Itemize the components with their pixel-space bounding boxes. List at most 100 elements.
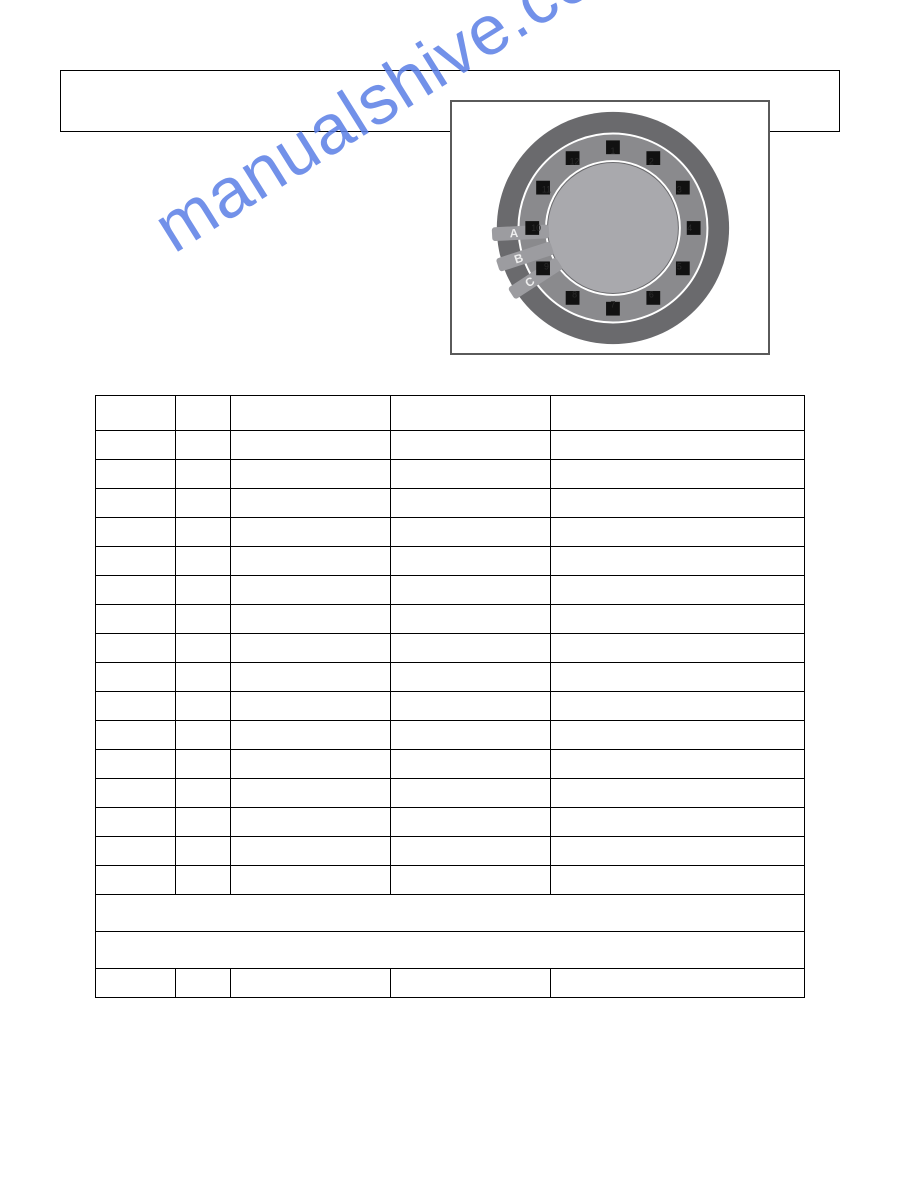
table-cell bbox=[551, 663, 805, 692]
table-cell bbox=[551, 692, 805, 721]
table-cell bbox=[231, 692, 391, 721]
table-cell bbox=[391, 808, 551, 837]
table-row bbox=[96, 866, 805, 895]
table-cell bbox=[231, 750, 391, 779]
table-cell bbox=[391, 779, 551, 808]
table-cell bbox=[391, 605, 551, 634]
table-cell bbox=[176, 692, 231, 721]
table-full-row bbox=[96, 932, 805, 969]
table-cell bbox=[391, 576, 551, 605]
table-full-cell bbox=[96, 895, 805, 932]
table-cell bbox=[391, 634, 551, 663]
dial-face bbox=[548, 163, 678, 293]
table-cell bbox=[391, 692, 551, 721]
table-cell bbox=[96, 518, 176, 547]
table-cell bbox=[176, 605, 231, 634]
table-cell bbox=[96, 808, 176, 837]
table-cell bbox=[176, 837, 231, 866]
table-cell bbox=[96, 431, 176, 460]
table-cell bbox=[96, 692, 176, 721]
table-cell bbox=[391, 837, 551, 866]
table-cell bbox=[96, 969, 176, 998]
dial-marker-label: 9 bbox=[544, 261, 549, 271]
table-row bbox=[96, 489, 805, 518]
table-cell bbox=[551, 576, 805, 605]
dial-marker-label: 5 bbox=[677, 261, 682, 271]
dial-marker-label: 4 bbox=[687, 223, 692, 233]
table-cell bbox=[391, 460, 551, 489]
table-cell bbox=[231, 634, 391, 663]
table-row bbox=[96, 692, 805, 721]
table-cell bbox=[96, 866, 176, 895]
dial-marker-label: 7 bbox=[610, 300, 615, 310]
table-cell bbox=[391, 866, 551, 895]
table-cell bbox=[551, 547, 805, 576]
table-cell bbox=[96, 779, 176, 808]
table-header-row bbox=[96, 396, 805, 431]
table-cell bbox=[176, 547, 231, 576]
th-3 bbox=[391, 396, 551, 431]
th-0 bbox=[96, 396, 176, 431]
table-cell bbox=[551, 634, 805, 663]
table-cell bbox=[551, 779, 805, 808]
table-full-cell bbox=[96, 932, 805, 969]
table-cell bbox=[176, 634, 231, 663]
table-row bbox=[96, 547, 805, 576]
table-cell bbox=[96, 837, 176, 866]
table-row bbox=[96, 969, 805, 998]
table-full-row bbox=[96, 895, 805, 932]
table-cell bbox=[176, 431, 231, 460]
table-cell bbox=[551, 518, 805, 547]
table-row bbox=[96, 605, 805, 634]
table-cell bbox=[551, 721, 805, 750]
table-cell bbox=[176, 779, 231, 808]
table-cell bbox=[391, 489, 551, 518]
table-cell bbox=[391, 969, 551, 998]
table-cell bbox=[96, 489, 176, 518]
table-cell bbox=[231, 547, 391, 576]
dial-marker-label: 2 bbox=[649, 157, 654, 167]
data-table bbox=[95, 395, 805, 998]
table-row bbox=[96, 837, 805, 866]
table-cell bbox=[96, 460, 176, 489]
dial-marker-label: 12 bbox=[570, 157, 580, 167]
th-1 bbox=[176, 396, 231, 431]
table-row bbox=[96, 576, 805, 605]
table-cell bbox=[176, 750, 231, 779]
table-cell bbox=[176, 866, 231, 895]
table-cell bbox=[551, 808, 805, 837]
table-cell bbox=[231, 431, 391, 460]
table-cell bbox=[231, 489, 391, 518]
table-cell bbox=[176, 808, 231, 837]
table-row bbox=[96, 663, 805, 692]
table-cell bbox=[391, 663, 551, 692]
table-cell bbox=[96, 576, 176, 605]
dial-marker-label: 11 bbox=[542, 185, 551, 195]
table-row bbox=[96, 518, 805, 547]
table-cell bbox=[176, 460, 231, 489]
data-table-wrap bbox=[95, 395, 805, 998]
table-cell bbox=[176, 721, 231, 750]
table-cell bbox=[551, 969, 805, 998]
table-cell bbox=[96, 721, 176, 750]
th-2 bbox=[231, 396, 391, 431]
table-cell bbox=[551, 866, 805, 895]
table-cell bbox=[551, 750, 805, 779]
table-row bbox=[96, 431, 805, 460]
table-cell bbox=[231, 808, 391, 837]
dial-marker-label: 10 bbox=[531, 223, 541, 233]
dial-svg: A B C 123456789101112 bbox=[452, 102, 768, 353]
dial-marker-label: 8 bbox=[572, 289, 577, 299]
dial-marker-label: 6 bbox=[649, 289, 654, 299]
table-cell bbox=[551, 605, 805, 634]
table-cell bbox=[96, 663, 176, 692]
table-cell bbox=[231, 866, 391, 895]
table-cell bbox=[231, 969, 391, 998]
table-cell bbox=[231, 837, 391, 866]
table-cell bbox=[391, 547, 551, 576]
table-cell bbox=[231, 576, 391, 605]
table-cell bbox=[551, 837, 805, 866]
dial-marker-label: 3 bbox=[677, 185, 682, 195]
table-cell bbox=[176, 489, 231, 518]
table-body bbox=[96, 431, 805, 998]
